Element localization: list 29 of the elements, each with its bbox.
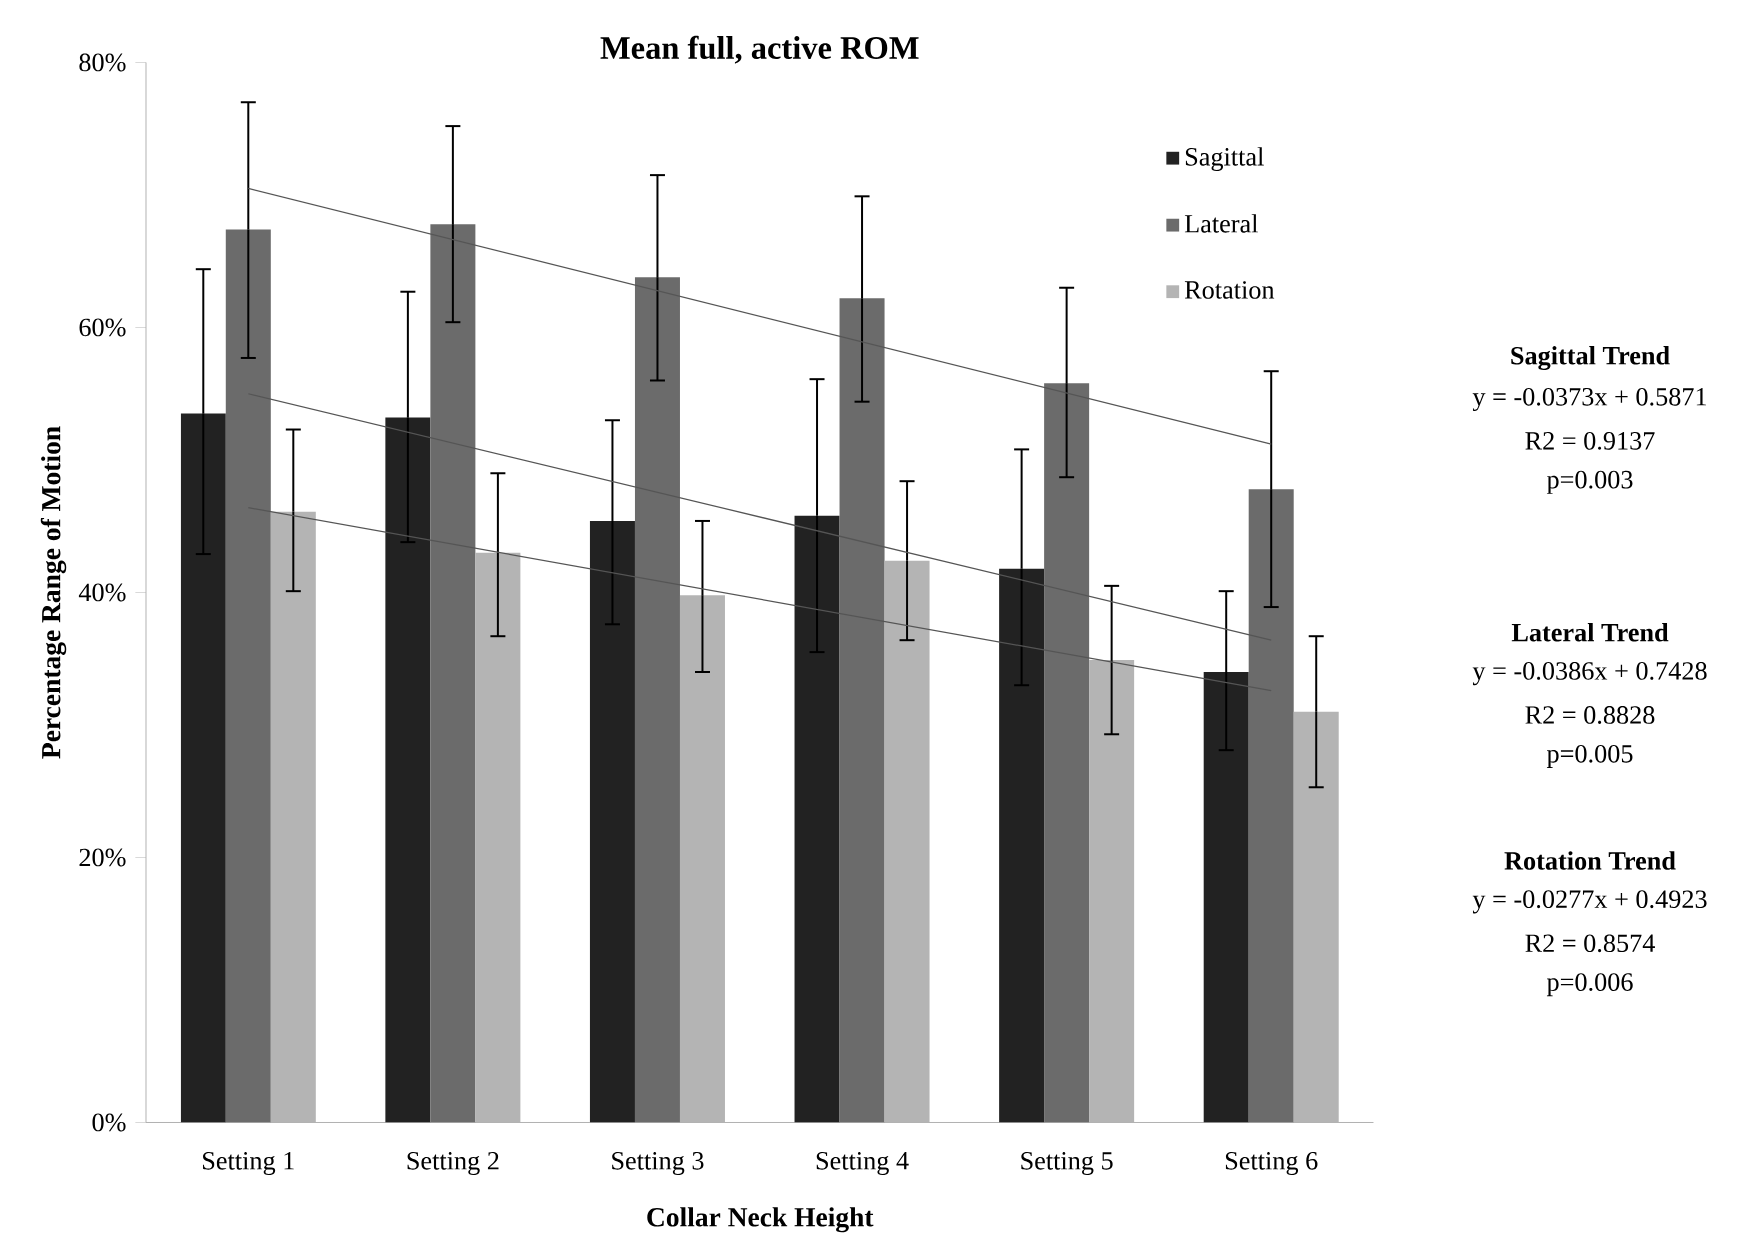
x-tick-label: Setting 6 bbox=[1225, 1152, 1318, 1176]
chart-title: Mean full, active ROM bbox=[600, 35, 919, 64]
text: y = -0.0373x + 0.5871 bbox=[1472, 387, 1707, 412]
legend-label: Lateral bbox=[1184, 214, 1258, 233]
x-tick-label: Setting 5 bbox=[1021, 1152, 1113, 1176]
text: R2 = 0.9137 bbox=[1525, 431, 1655, 450]
y-tick-label: 60% bbox=[79, 318, 126, 337]
x-axis-title: Collar Neck Height bbox=[647, 1207, 874, 1233]
text: R2 = 0.8828 bbox=[1525, 706, 1655, 724]
text: R2 = 0.8574 bbox=[1525, 934, 1655, 953]
legend-label: Rotation bbox=[1184, 281, 1275, 299]
text: p=0.006 bbox=[1546, 973, 1633, 997]
text: Lateral Trend bbox=[1511, 623, 1669, 642]
y-tick-label: 20% bbox=[79, 848, 126, 867]
text: y = -0.0277x + 0.4923 bbox=[1472, 890, 1707, 914]
legend-label: Sagittal bbox=[1185, 147, 1264, 172]
y-tick-label: 0% bbox=[92, 1113, 126, 1132]
text: Sagittal Trend bbox=[1511, 346, 1670, 371]
x-tick-label: Setting 2 bbox=[407, 1152, 499, 1176]
x-tick-label: Setting 3 bbox=[612, 1152, 704, 1176]
text: Rotation Trend bbox=[1504, 851, 1676, 870]
text: p=0.003 bbox=[1546, 470, 1633, 494]
text: p=0.005 bbox=[1546, 744, 1633, 768]
y-axis-title: Percentage Range of Motion bbox=[40, 426, 67, 759]
y-tick-label: 80% bbox=[79, 53, 126, 72]
x-tick-label: Setting 4 bbox=[816, 1152, 909, 1176]
text: y = -0.0386x + 0.7428 bbox=[1472, 662, 1707, 686]
y-tick-label: 40% bbox=[78, 583, 126, 602]
x-tick-label: Setting 1 bbox=[203, 1152, 294, 1176]
